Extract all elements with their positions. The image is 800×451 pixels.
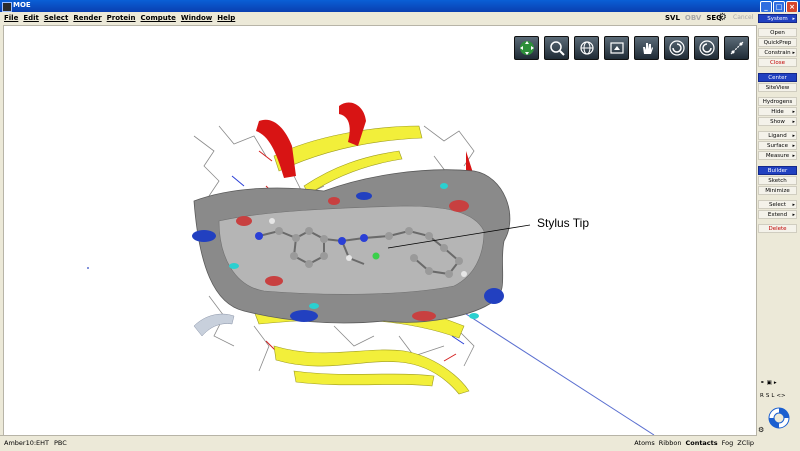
pbc-label[interactable]: PBC [54, 439, 67, 447]
svl-button[interactable]: SVL [665, 14, 680, 22]
ribbon-top [273, 125, 423, 172]
menu-help[interactable]: Help [217, 14, 236, 22]
surface-colors [192, 183, 504, 322]
surface-interior [218, 205, 485, 295]
rotate-cw-icon[interactable] [694, 36, 719, 60]
window-titlebar: MOE _ □ × [0, 0, 800, 13]
hide-button[interactable]: Hide ▸ [758, 107, 797, 116]
molecule-render [87, 102, 655, 435]
gear-icon[interactable]: ⚙ [718, 12, 727, 23]
molecular-viewport[interactable]: Stylus Tip [3, 25, 757, 436]
helix-red [256, 119, 296, 178]
menu-window[interactable]: Window [180, 14, 213, 22]
hydrogens-button[interactable]: Hydrogens [758, 97, 797, 106]
nav-button[interactable]: <> [776, 393, 786, 399]
status-bar: Amber10:EHT PBC Atoms Ribbon Contacts Fo… [0, 435, 756, 451]
measure-button[interactable]: Measure ▸ [758, 151, 797, 160]
ribbon-toggle[interactable]: Ribbon [658, 439, 682, 447]
obv-button[interactable]: OBV [684, 14, 702, 22]
cancel-button[interactable]: Cancel [733, 14, 754, 21]
menu-render[interactable]: Render [73, 14, 102, 22]
lifesaver-icon[interactable] [767, 406, 791, 430]
fog-toggle[interactable]: Fog [721, 439, 734, 447]
menu-file[interactable]: File [4, 14, 19, 22]
r-button[interactable]: R [760, 393, 764, 399]
window-title: MOE [13, 1, 31, 9]
hand-icon[interactable] [634, 36, 659, 60]
annotation-pointer [387, 224, 531, 249]
view-mode-icons: ⚭ ▣ ▸ [760, 380, 777, 386]
menu-compute[interactable]: Compute [140, 14, 176, 22]
show-button[interactable]: Show ▸ [758, 117, 797, 126]
forcefield-label[interactable]: Amber10:EHT [4, 439, 50, 447]
zclip-toggle[interactable]: ZClip [737, 439, 754, 447]
viewport-toolbar [514, 36, 749, 60]
s-button[interactable]: S [765, 393, 770, 399]
l-button[interactable]: L [771, 393, 775, 399]
menu-bar: File Edit Select Render Protein Compute … [0, 12, 756, 25]
extend-button[interactable]: Extend ▸ [758, 210, 797, 219]
minimize-button-side[interactable]: Minimize [758, 186, 797, 195]
globe-icon[interactable] [574, 36, 599, 60]
delete-button[interactable]: Delete [758, 224, 797, 233]
atoms-toggle[interactable]: Atoms [634, 439, 655, 447]
system-button[interactable]: System ▸ [758, 14, 797, 23]
constrain-button[interactable]: Constrain ▸ [758, 48, 797, 57]
maximize-button[interactable]: □ [773, 1, 785, 13]
siteview-button[interactable]: SiteView [758, 83, 797, 92]
ligand-button[interactable]: Ligand ▸ [758, 131, 797, 140]
screenshot-icon[interactable] [604, 36, 629, 60]
contacts-toggle[interactable]: Contacts [685, 439, 718, 447]
menu-protein[interactable]: Protein [106, 14, 136, 22]
display-icon[interactable]: ▣ [766, 380, 772, 386]
app-icon [2, 2, 12, 12]
stylus-tip-marker [372, 252, 380, 260]
close-button[interactable]: Close [758, 58, 797, 67]
slab-icon[interactable] [724, 36, 749, 60]
surface-button[interactable]: Surface ▸ [758, 141, 797, 150]
open-button[interactable]: Open [758, 28, 797, 37]
menu-edit[interactable]: Edit [23, 14, 39, 22]
select-button[interactable]: Select ▸ [758, 200, 797, 209]
rotate-ccw-icon[interactable] [664, 36, 689, 60]
more-icon[interactable]: ▸ [773, 380, 777, 386]
ligand-atoms [255, 218, 467, 278]
menu-select[interactable]: Select [43, 14, 69, 22]
move-icon[interactable] [514, 36, 539, 60]
rsl-buttons: R S L <> [760, 393, 786, 399]
zoom-icon[interactable] [544, 36, 569, 60]
stylus-tip-label: Stylus Tip [537, 216, 590, 230]
quickprep-button[interactable]: QuickPrep [758, 38, 797, 47]
sketch-button[interactable]: Sketch [758, 176, 797, 185]
stereo-icon[interactable]: ⚭ [760, 380, 765, 386]
center-button[interactable]: Center [758, 73, 797, 82]
seq-button[interactable]: SEQ [706, 14, 723, 22]
builder-button[interactable]: Builder [758, 166, 797, 175]
right-sidebar: System ▸ Open QuickPrep Constrain ▸ Close … [757, 12, 800, 450]
settings-small-icon[interactable]: ⚙ [758, 426, 765, 434]
